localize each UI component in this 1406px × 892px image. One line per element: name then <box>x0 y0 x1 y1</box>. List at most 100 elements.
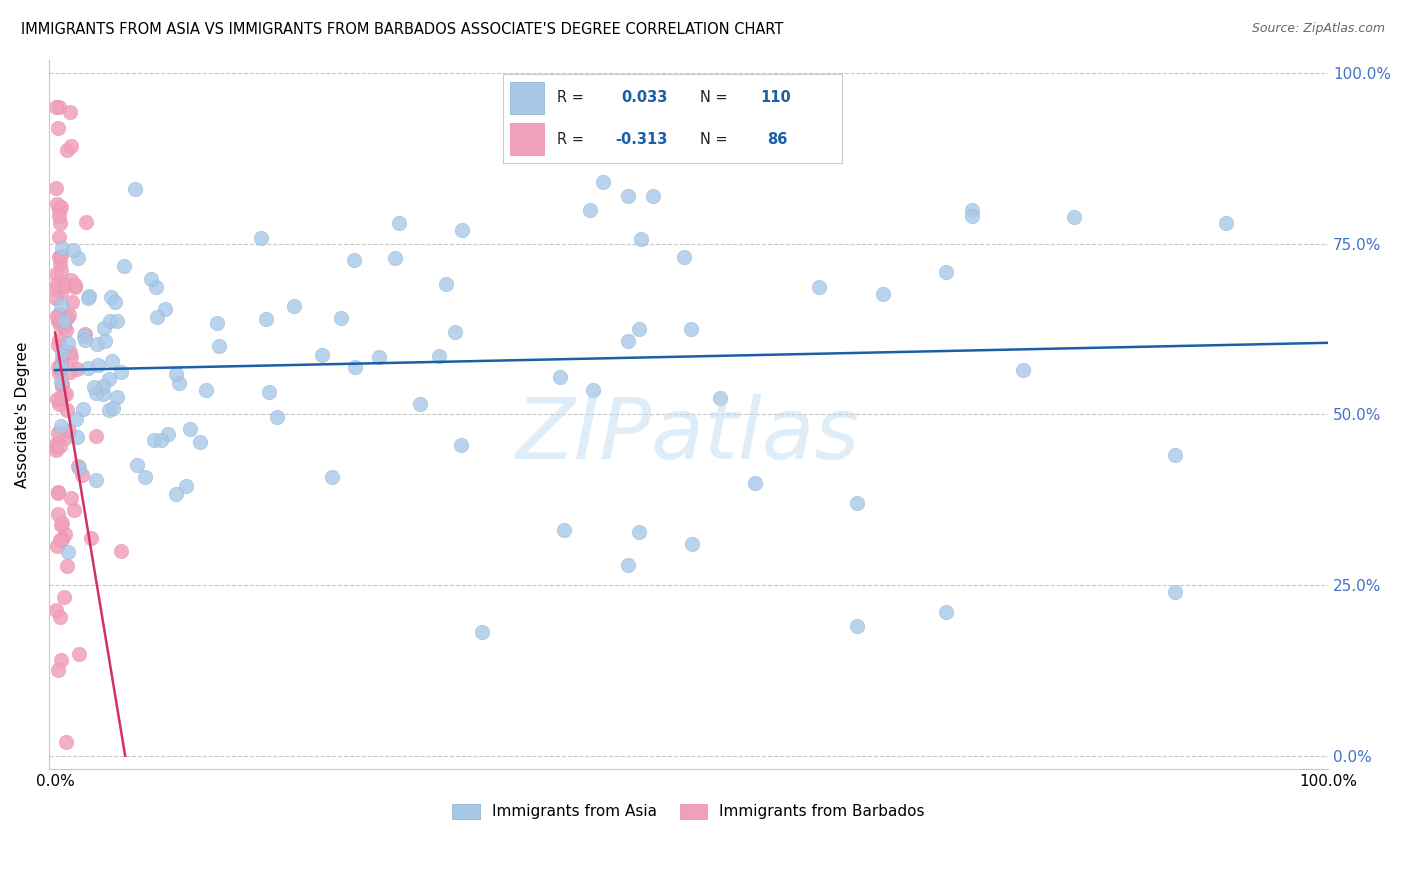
Point <box>627 524 650 539</box>
Point <box>100 290 122 304</box>
Point <box>165 487 187 501</box>
Point <box>60 138 83 153</box>
Point <box>84 428 107 442</box>
Point <box>56 558 79 573</box>
Point <box>188 435 211 450</box>
Point <box>444 325 467 339</box>
Point <box>112 260 135 274</box>
Point <box>150 433 173 447</box>
Point <box>105 390 128 404</box>
Point <box>45 181 67 195</box>
Point <box>48 251 70 265</box>
Point <box>55 278 77 293</box>
Point <box>58 424 80 438</box>
Point <box>65 430 87 444</box>
Point <box>62 243 84 257</box>
Point <box>1164 585 1187 599</box>
Point <box>104 294 127 309</box>
Point <box>45 540 67 554</box>
Point <box>59 345 82 359</box>
Point <box>51 285 73 299</box>
Point <box>343 360 366 375</box>
Point <box>45 291 67 305</box>
Point <box>46 309 69 323</box>
Point <box>46 120 69 135</box>
Point <box>630 232 652 246</box>
Point <box>124 182 146 196</box>
Point <box>266 409 288 424</box>
Point <box>98 314 121 328</box>
Point <box>59 365 82 379</box>
Point <box>105 314 128 328</box>
Point <box>49 216 72 230</box>
Point <box>93 334 115 349</box>
Point <box>51 358 73 372</box>
Point <box>960 210 983 224</box>
Point <box>343 252 366 267</box>
Text: Source: ZipAtlas.com: Source: ZipAtlas.com <box>1251 22 1385 36</box>
Point <box>155 302 177 317</box>
Point <box>45 439 67 453</box>
Point <box>65 411 87 425</box>
Point <box>46 313 69 327</box>
Point <box>91 378 114 392</box>
Point <box>254 312 277 326</box>
Point <box>55 323 77 337</box>
Point <box>679 321 702 335</box>
Point <box>48 210 70 224</box>
Point <box>51 532 73 546</box>
Point <box>617 189 640 203</box>
Point <box>93 321 115 335</box>
Point <box>45 277 67 291</box>
Point <box>388 216 411 230</box>
Point <box>709 392 731 406</box>
Point <box>250 231 273 245</box>
Point <box>56 544 79 558</box>
Point <box>53 527 76 541</box>
Point <box>51 377 73 392</box>
Point <box>45 442 67 457</box>
Point <box>101 354 124 368</box>
Point <box>77 288 100 302</box>
Point <box>548 370 571 384</box>
Point <box>110 544 132 558</box>
Point <box>409 397 432 411</box>
Point <box>46 425 69 440</box>
Point <box>49 200 72 214</box>
Point <box>1215 216 1237 230</box>
Point <box>97 403 120 417</box>
Point <box>46 663 69 677</box>
Text: IMMIGRANTS FROM ASIA VS IMMIGRANTS FROM BARBADOS ASSOCIATE'S DEGREE CORRELATION : IMMIGRANTS FROM ASIA VS IMMIGRANTS FROM … <box>21 22 783 37</box>
Point <box>77 361 100 376</box>
Point <box>935 605 957 619</box>
Point <box>58 308 80 322</box>
Point <box>55 735 77 749</box>
Point <box>45 268 67 282</box>
Point <box>49 249 72 263</box>
Point <box>157 427 180 442</box>
Point <box>49 609 72 624</box>
Point <box>66 362 89 376</box>
Point <box>450 438 472 452</box>
Point <box>368 350 391 364</box>
Point <box>582 383 605 397</box>
Point <box>51 346 73 360</box>
Point <box>427 349 450 363</box>
Point <box>79 531 101 545</box>
Point <box>673 250 696 264</box>
Point <box>846 619 869 633</box>
Point <box>101 401 124 415</box>
Point <box>553 524 575 538</box>
Point <box>86 337 108 351</box>
Point <box>63 503 86 517</box>
Point <box>51 241 73 255</box>
Point <box>56 311 79 326</box>
Point <box>434 277 457 291</box>
Point <box>46 484 69 499</box>
Point <box>48 230 70 244</box>
Point <box>62 294 84 309</box>
Point <box>67 458 90 473</box>
Point <box>72 468 94 483</box>
Point <box>259 385 281 400</box>
Point <box>1011 362 1033 376</box>
